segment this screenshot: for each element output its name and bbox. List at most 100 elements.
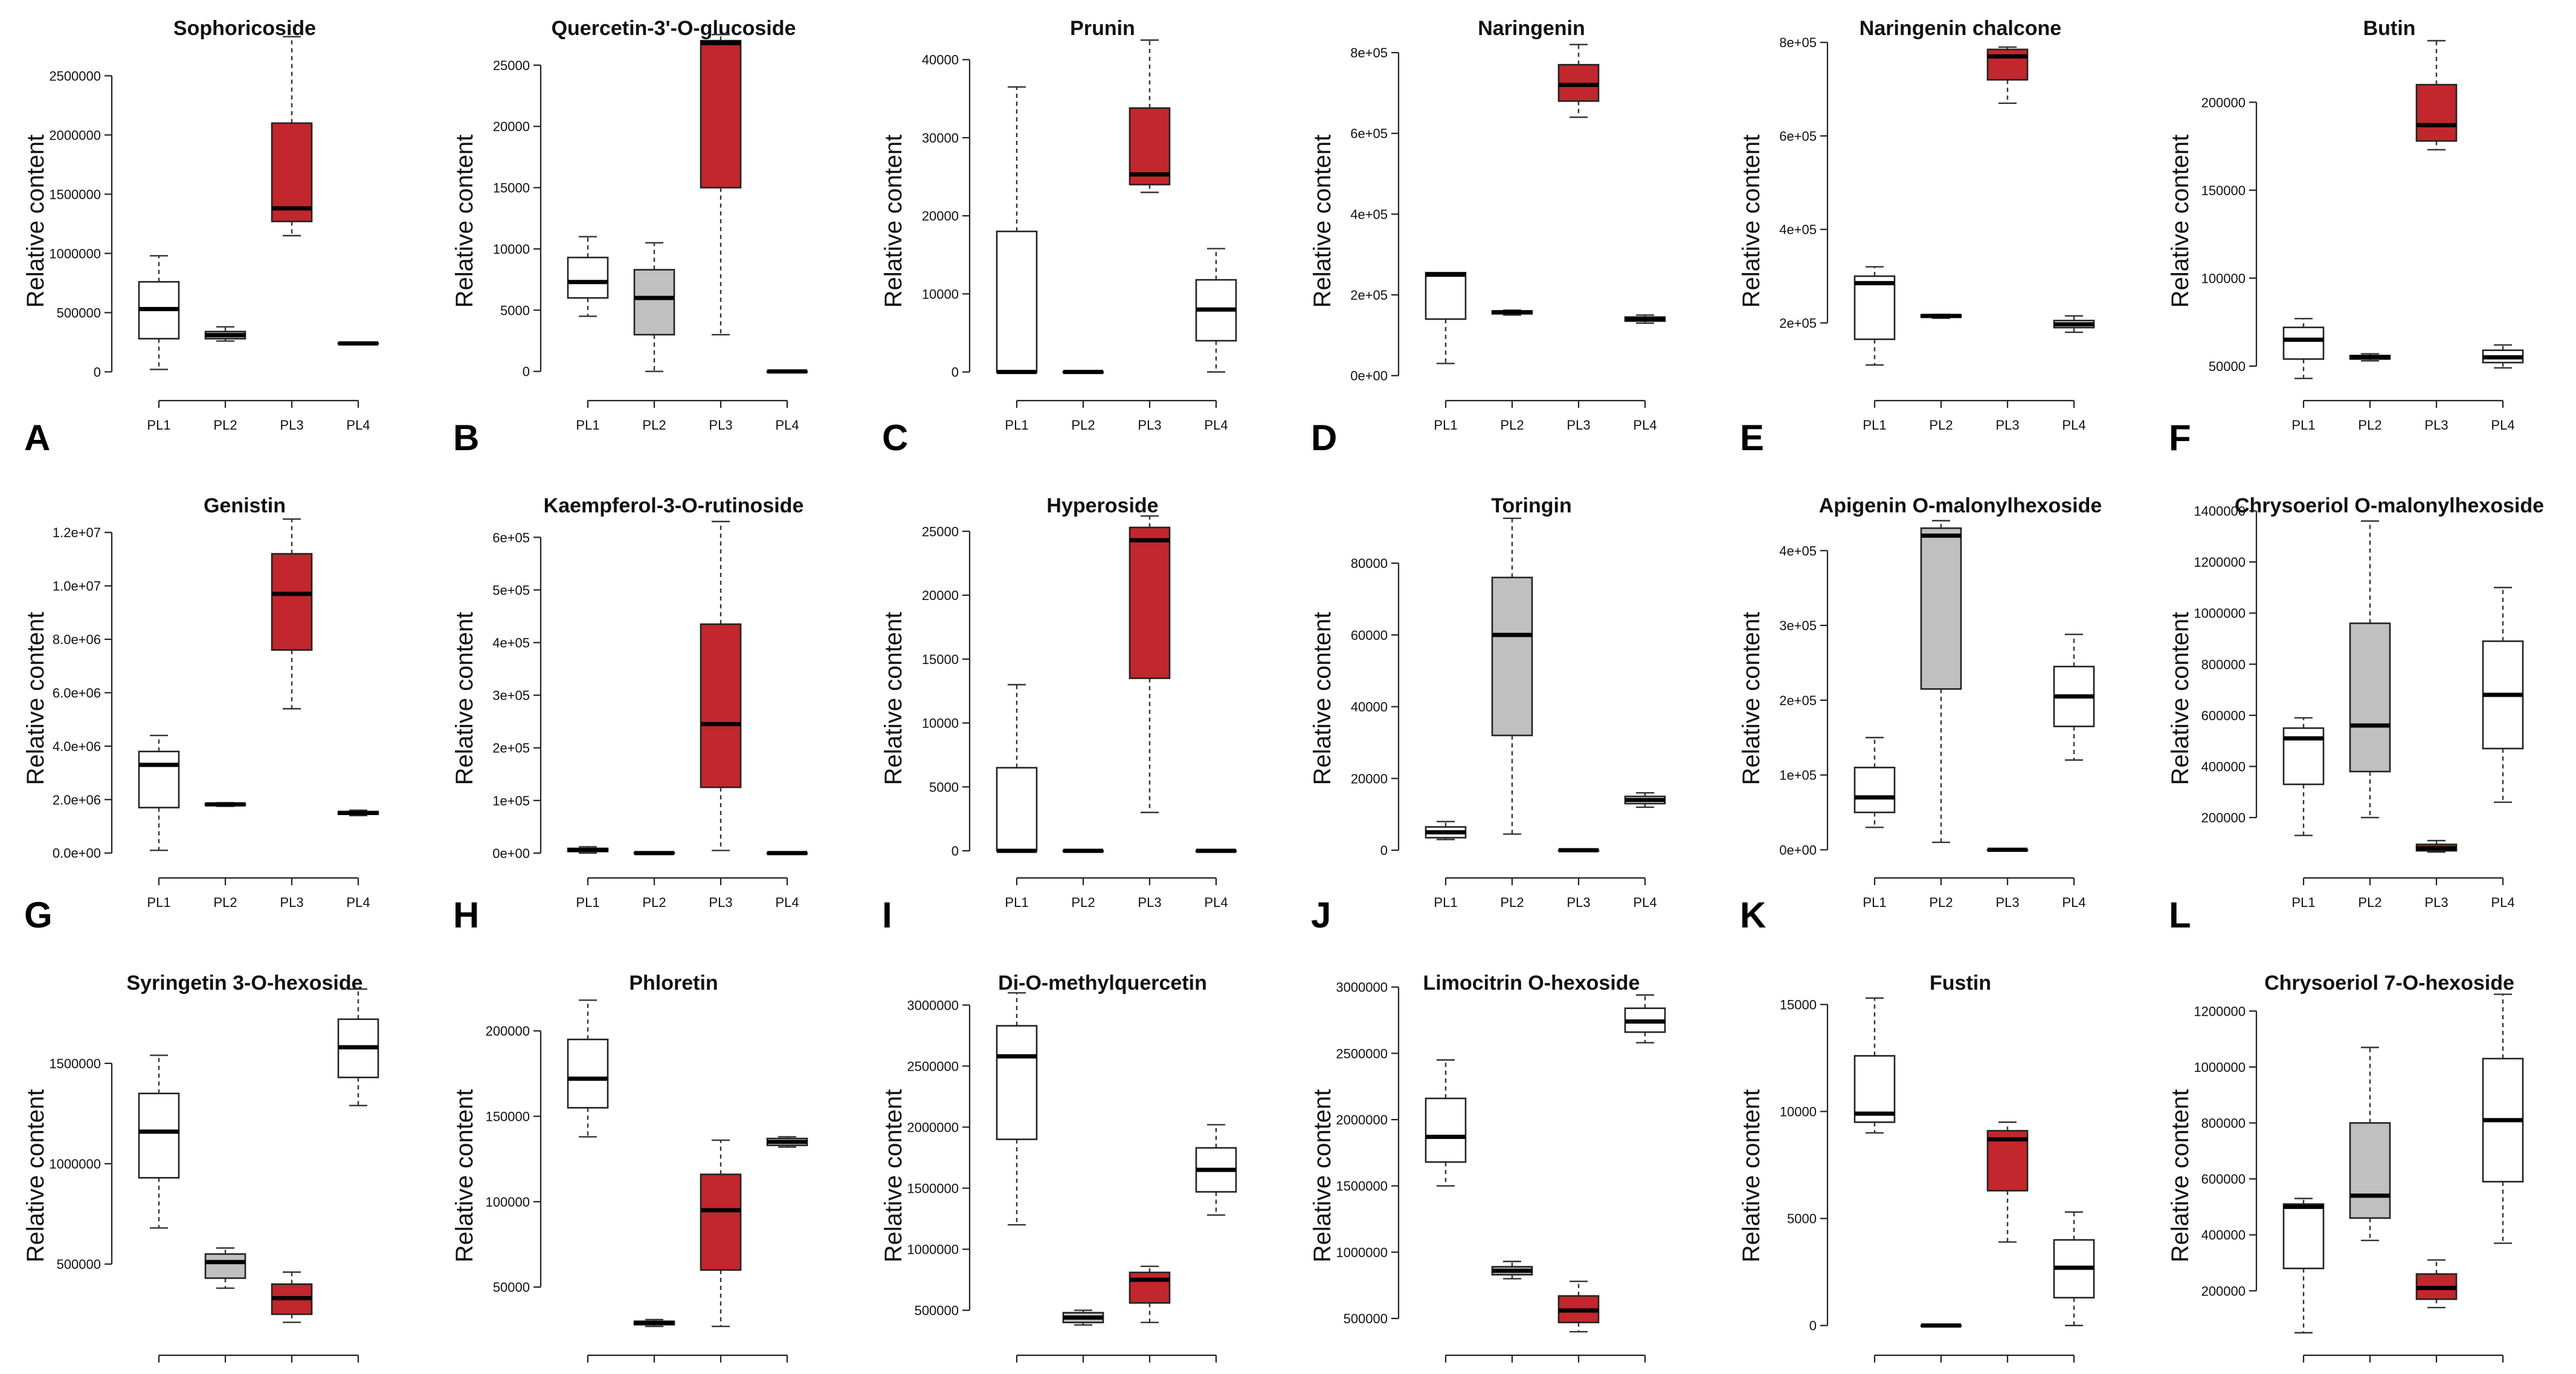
y-tick-label: 15000 xyxy=(922,652,959,667)
box-pl1 xyxy=(2282,318,2325,379)
y-tick-label: 600000 xyxy=(2201,1172,2246,1187)
x-tick-label: PL4 xyxy=(775,418,799,433)
y-tick-label: 25000 xyxy=(922,524,959,539)
panel-title: Quercetin-3'-O-glucoside xyxy=(552,17,796,40)
y-tick-label: 500000 xyxy=(57,1257,101,1272)
panel-label: P xyxy=(1311,1372,1335,1374)
panel-l: Chrysoeriol O-malonylhexoside Relative co… xyxy=(2167,494,2544,935)
panel-i: Hyperoside Relative content 0 5000 10000 1500… xyxy=(880,494,1237,935)
y-tick-label: 2e+05 xyxy=(1779,693,1817,708)
box-pl2 xyxy=(1062,1309,1104,1326)
x-tick-label: PL3 xyxy=(2424,418,2448,433)
box-pl1 xyxy=(567,846,609,854)
x-tick-label: PL3 xyxy=(280,418,303,433)
y-tick-label: 2000000 xyxy=(49,127,101,143)
panel-p: Limocitrin O-hexoside Relative content 500… xyxy=(1309,972,1666,1374)
y-tick-label: 3000000 xyxy=(1336,980,1388,995)
box-pl2 xyxy=(1062,370,1104,375)
box-pl3 xyxy=(1129,1265,1171,1323)
box-pl3 xyxy=(1129,515,1171,813)
y-tick-label: 0 xyxy=(1809,1318,1817,1334)
y-tick-label: 400000 xyxy=(2201,759,2246,774)
x-tick-label: PL4 xyxy=(1204,895,1228,910)
panel-title: Chrysoeriol O-malonylhexoside xyxy=(2235,494,2544,517)
y-tick-label: 400000 xyxy=(2201,1228,2246,1243)
panel-label: F xyxy=(2169,418,2191,458)
panel-d: Naringenin Relative content 0e+00 2e+05 4e+0… xyxy=(1309,17,1666,458)
panel-h: Kaempferol-3-O-rutinoside Relative conten… xyxy=(451,494,808,935)
box-pl4 xyxy=(2482,993,2524,1244)
x-tick-label: PL4 xyxy=(346,895,370,910)
box-pl3 xyxy=(271,36,313,237)
y-tick-label: 4e+05 xyxy=(1779,543,1817,558)
y-tick-label: 1500000 xyxy=(49,187,101,202)
x-tick-label: PL1 xyxy=(1005,418,1028,433)
y-tick-label: 1000000 xyxy=(49,1156,101,1172)
y-tick-label: 40000 xyxy=(922,53,959,68)
x-tick-label: PL4 xyxy=(1633,895,1657,910)
x-tick-label: PL4 xyxy=(2062,895,2085,910)
box-body xyxy=(700,623,742,789)
box-pl2 xyxy=(633,1318,675,1327)
y-tick-label: 1e+05 xyxy=(492,793,530,808)
y-tick-label: 10000 xyxy=(1780,1105,1817,1120)
x-tick-label: PL4 xyxy=(1633,418,1657,433)
box-pl2 xyxy=(1920,520,1962,843)
panel-e: Naringenin chalcone Relative content 2e+05… xyxy=(1738,17,2095,458)
x-tick-label: PL2 xyxy=(1500,1372,1524,1374)
x-tick-label: PL2 xyxy=(2358,895,2381,910)
y-tick-label: 4.0e+06 xyxy=(53,739,101,754)
panel-g: Genistin Relative content 0.0e+00 2.0e+06 4.… xyxy=(22,494,379,935)
box-pl1 xyxy=(2282,717,2325,836)
y-tick-label: 0e+00 xyxy=(1350,369,1388,384)
x-tick-label: PL3 xyxy=(1995,418,2019,433)
x-tick-label: PL3 xyxy=(709,1372,732,1374)
x-tick-label: PL4 xyxy=(1633,1372,1657,1374)
panel-label: C xyxy=(882,418,908,458)
panel-label: J xyxy=(1311,895,1331,935)
x-tick-label: PL2 xyxy=(1929,418,1953,433)
panel-title: Syringetin 3-O-hexoside xyxy=(126,972,362,995)
y-tick-label: 2000000 xyxy=(907,1120,959,1135)
y-tick-label: 1500000 xyxy=(1336,1179,1388,1194)
y-tick-label: 80000 xyxy=(1351,556,1388,571)
box-body xyxy=(271,553,313,651)
y-axis-label: Relative content xyxy=(1309,1089,1336,1263)
y-tick-label: 2e+05 xyxy=(1779,315,1817,331)
box-body xyxy=(1425,271,1467,320)
y-tick-label: 6e+05 xyxy=(1350,126,1388,141)
box-pl3 xyxy=(271,1271,313,1323)
panel-label: B xyxy=(453,418,479,458)
y-tick-label: 200000 xyxy=(2201,95,2246,110)
panel-title: Di-O-methylquercetin xyxy=(998,972,1207,995)
box-body xyxy=(138,1092,180,1179)
y-tick-label: 200000 xyxy=(2201,810,2246,825)
y-tick-label: 30000 xyxy=(922,131,959,146)
panel-label: N xyxy=(453,1372,479,1374)
y-axis-label: Relative content xyxy=(1738,135,1765,308)
y-axis-label: Relative content xyxy=(880,135,907,308)
box-pl1 xyxy=(1853,266,1896,366)
y-axis-label: Relative content xyxy=(22,135,49,308)
panel-m: Syringetin 3-O-hexoside Relative content 5… xyxy=(22,972,379,1374)
y-tick-label: 0 xyxy=(952,365,959,380)
y-tick-label: 0 xyxy=(94,364,101,379)
panel-title: Butin xyxy=(2363,17,2416,40)
y-axis-label: Relative content xyxy=(22,612,49,785)
x-tick-label: PL1 xyxy=(2291,895,2315,910)
box-pl3 xyxy=(1129,39,1171,193)
box-pl1 xyxy=(1853,997,1896,1134)
box-pl3 xyxy=(271,518,313,710)
box-pl1 xyxy=(138,255,180,370)
y-tick-label: 0 xyxy=(1380,843,1388,858)
y-axis-label: Relative content xyxy=(2167,612,2194,785)
x-tick-label: PL4 xyxy=(346,418,370,433)
box-pl1 xyxy=(567,236,609,317)
box-pl2 xyxy=(633,851,675,856)
y-tick-label: 8e+05 xyxy=(1350,45,1388,60)
panel-title: Hyperoside xyxy=(1046,494,1158,517)
x-tick-label: PL4 xyxy=(2491,418,2514,433)
y-tick-label: 5000 xyxy=(500,303,530,318)
y-tick-label: 10000 xyxy=(493,242,530,257)
x-tick-label: PL1 xyxy=(2291,418,2315,433)
